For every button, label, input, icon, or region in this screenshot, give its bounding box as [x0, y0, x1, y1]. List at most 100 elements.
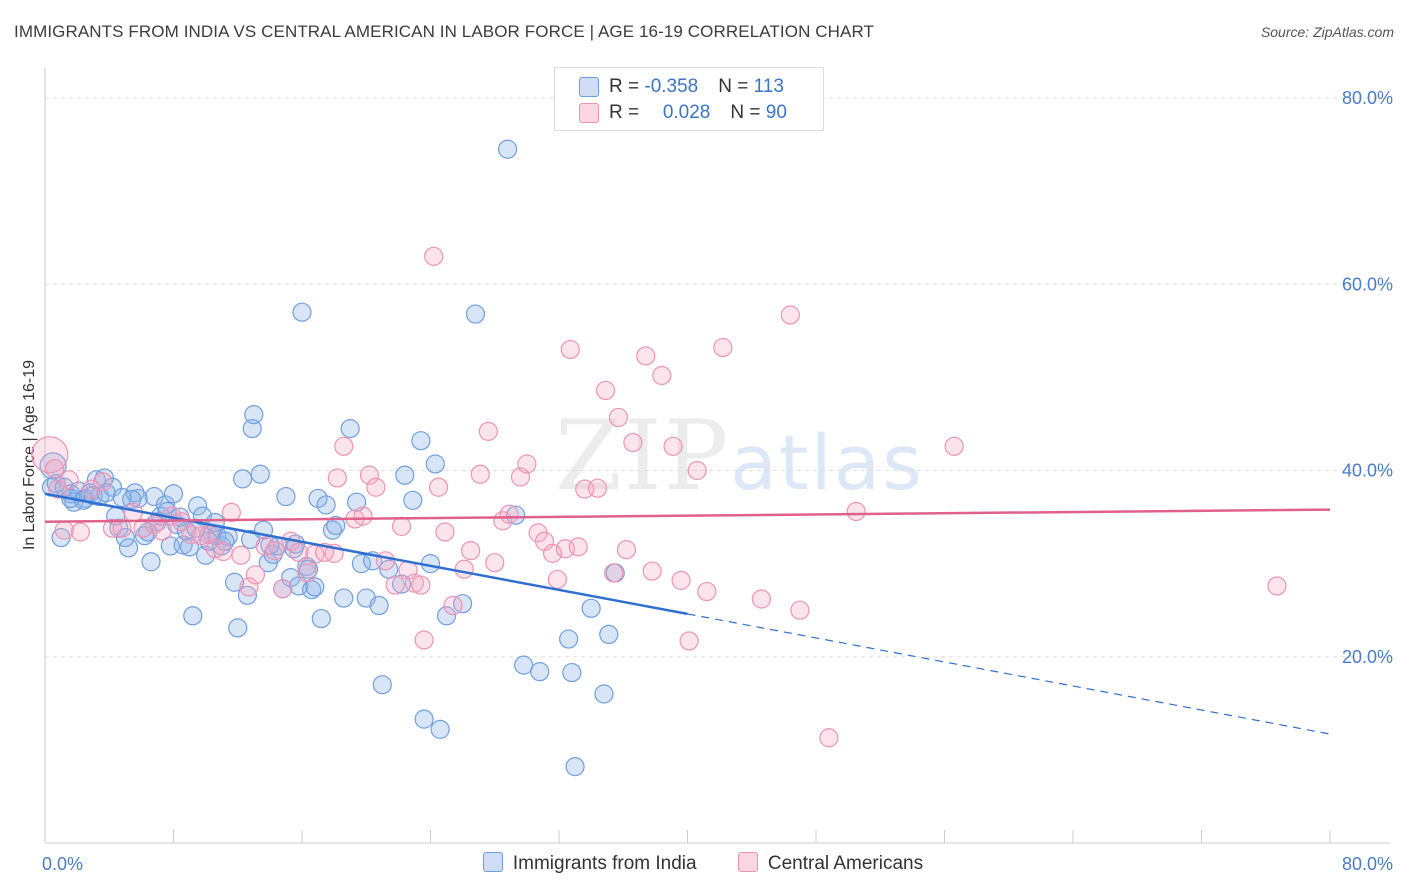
point-central-americans [642, 561, 662, 581]
chart-title: IMMIGRANTS FROM INDIA VS CENTRAL AMERICA… [14, 22, 875, 41]
y-tick-label: 60.0% [1342, 274, 1393, 294]
point-india [530, 662, 550, 682]
point-india [311, 608, 331, 629]
point-central-americans [213, 541, 233, 562]
legend-item-india: Immigrants from India [482, 852, 697, 875]
point-central-americans [221, 502, 241, 523]
legend-n-value: 113 [753, 76, 784, 97]
legend-swatch [482, 852, 503, 872]
point-central-americans [846, 501, 866, 522]
point-india [414, 709, 434, 729]
point-central-americans [547, 569, 567, 590]
legend-r-value: -0.358 [644, 76, 699, 97]
point-central-americans [353, 506, 373, 526]
point-india [308, 488, 328, 509]
point-india [436, 606, 457, 626]
point-india [599, 624, 619, 645]
point-central-americans [819, 728, 839, 748]
point-central-americans [133, 518, 153, 538]
point-india [276, 486, 296, 507]
point-india [141, 552, 161, 572]
point-central-americans [231, 545, 251, 565]
source-label: Source: ZipAtlas.com [1260, 24, 1394, 40]
point-central-americans [81, 479, 102, 499]
point-central-americans [478, 421, 498, 441]
watermark-zip: ZIP [555, 400, 731, 512]
point-central-americans [595, 380, 616, 401]
point-central-americans [273, 579, 293, 599]
point-central-americans [93, 472, 113, 492]
legend-n-label: N = [718, 76, 754, 97]
point-central-americans [428, 477, 449, 497]
legend-label: Immigrants from India [512, 853, 697, 874]
legend-label: Central Americans [767, 853, 924, 874]
x-tick-label: 80.0% [1342, 854, 1393, 874]
point-india [228, 618, 248, 638]
legend-n-label: N = [730, 102, 766, 123]
point-central-americans [255, 536, 275, 556]
point-central-americans [435, 522, 455, 542]
point-central-americans [45, 459, 65, 479]
y-axis-label: In Labor Force | Age 16-19 [21, 360, 38, 550]
legend-n-value: 90 [765, 102, 787, 123]
watermark-atlas: atlas [730, 418, 924, 507]
point-india [562, 662, 582, 683]
point-central-americans [297, 563, 317, 583]
correlation-legend: R = -0.358 N = 113 R = 0.028 N = 90 [554, 67, 824, 131]
point-central-americans [790, 600, 810, 620]
point-india [425, 454, 445, 474]
point-india [334, 588, 354, 608]
point-central-americans [424, 246, 444, 266]
point-india [453, 594, 473, 614]
point-india [187, 496, 208, 516]
point-india [163, 484, 184, 504]
point-central-americans [327, 468, 347, 488]
legend-r-value: 0.028 [662, 102, 711, 123]
point-central-americans [687, 460, 707, 481]
point-central-americans [289, 542, 309, 563]
legend-swatch [737, 852, 758, 872]
point-india [183, 606, 203, 626]
y-tick-label: 40.0% [1342, 461, 1393, 481]
point-central-americans [499, 504, 519, 524]
point-central-americans [359, 465, 380, 485]
point-central-americans [245, 565, 266, 585]
point-india [224, 572, 245, 592]
point-india [395, 465, 415, 485]
point-central-americans [697, 581, 717, 602]
point-central-americans [112, 518, 132, 538]
point-central-americans [517, 454, 537, 474]
point-central-americans [265, 540, 285, 561]
point-central-americans [671, 570, 691, 590]
point-central-americans [102, 518, 123, 538]
point-india [351, 554, 372, 574]
point-india [326, 515, 346, 536]
point-india [498, 139, 518, 159]
point-india [96, 483, 116, 503]
point-central-americans [54, 520, 74, 540]
point-india [581, 598, 601, 618]
point-central-americans [414, 630, 434, 650]
point-india [86, 470, 107, 490]
point-central-americans [485, 553, 505, 573]
point-central-americans [944, 436, 964, 456]
point-india [403, 490, 423, 510]
legend-row-india: R = -0.358 N = 113 [579, 76, 784, 100]
point-central-americans [31, 436, 69, 474]
point-central-americans [454, 559, 474, 579]
legend-swatch-central-americans [579, 102, 599, 123]
point-india [244, 405, 264, 425]
point-central-americans [652, 365, 672, 386]
point-india [340, 418, 360, 439]
point-central-americans [623, 432, 643, 453]
x-tick-label: 0.0% [42, 854, 83, 874]
point-central-americans [191, 526, 211, 546]
point-central-americans [411, 575, 431, 595]
trend-line-india [44, 492, 688, 616]
point-india [430, 719, 450, 739]
trend-line-central-americans [44, 508, 1331, 523]
legend-item-central-americans: Central Americans [737, 852, 924, 875]
point-central-americans [70, 522, 90, 542]
point-india [514, 655, 534, 675]
